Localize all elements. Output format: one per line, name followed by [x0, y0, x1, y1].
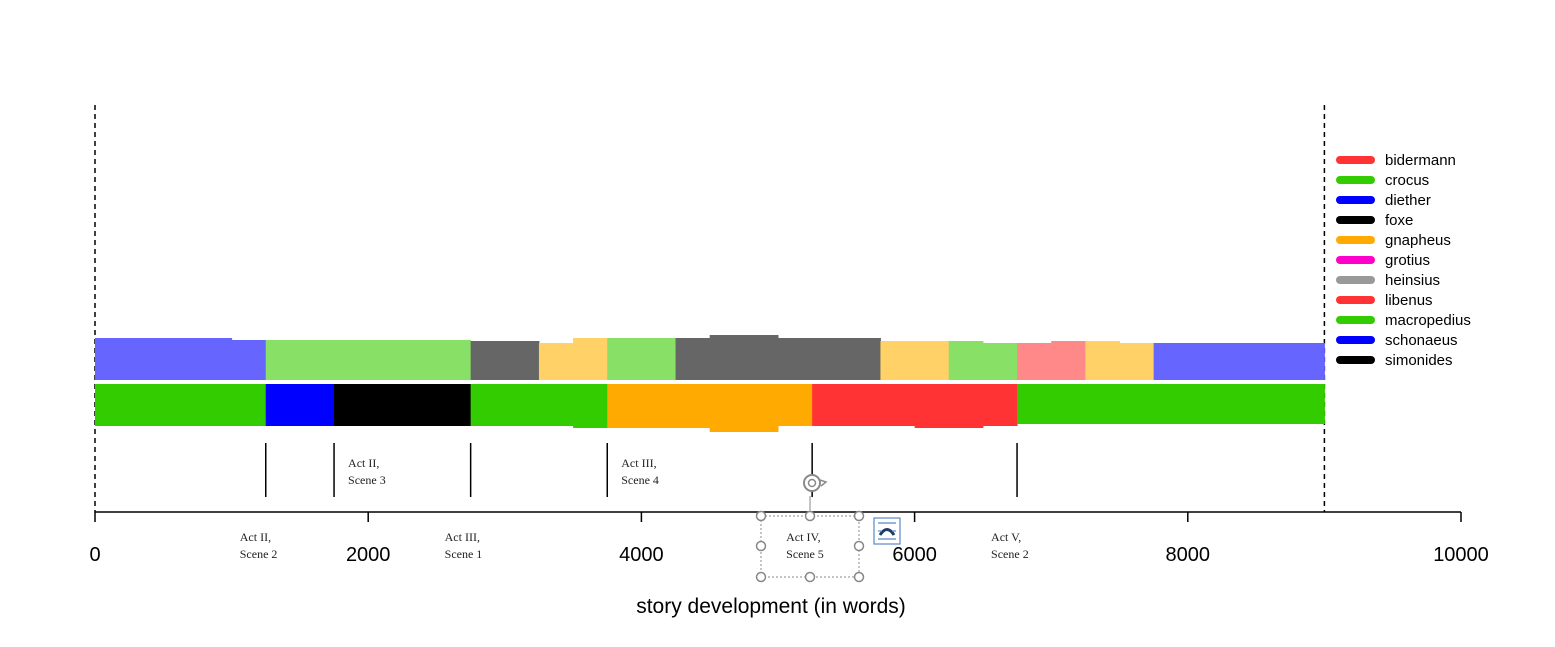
resize-handle-bottom[interactable] [804, 571, 816, 583]
legend-label: bidermann [1385, 152, 1456, 169]
scene-label: Act II, [240, 530, 271, 544]
upper-stream-segment [1051, 341, 1086, 380]
story-boundary-lines [94, 105, 1326, 512]
lower-stream-segment [982, 384, 1018, 426]
lower-stream-segment [607, 384, 711, 428]
upper-stream-segment [880, 341, 950, 380]
resize-handle-bottom-left[interactable] [755, 571, 767, 583]
lower-stream-segment [812, 384, 916, 426]
lower-stream-segment [334, 384, 472, 426]
legend-label: crocus [1385, 172, 1429, 189]
x-axis-title: story development (in words) [636, 595, 906, 618]
scene-label: Act II, [348, 456, 379, 470]
upper-stream-segment [95, 338, 233, 380]
lower-stream-segment [470, 384, 574, 426]
upper-stream-segment [675, 338, 711, 380]
legend-label: schonaeus [1385, 332, 1458, 349]
legend-label: heinsius [1385, 272, 1440, 289]
upper-stream-segment [778, 338, 847, 380]
selection-frame[interactable] [755, 474, 865, 583]
scene-label: Act III, [621, 456, 656, 470]
scene-label: Scene 3 [348, 473, 386, 487]
upper-stream [95, 335, 1325, 380]
legend-label: simonides [1385, 352, 1453, 369]
upper-stream-segment [470, 341, 540, 380]
lower-stream-segment [709, 384, 779, 432]
lower-stream-segment [95, 384, 267, 426]
x-tick-label: 6000 [892, 544, 937, 566]
x-tick-label: 0 [89, 544, 100, 566]
upper-stream-segment [538, 343, 574, 380]
legend-label: gnapheus [1385, 232, 1451, 249]
scene-label: Scene 2 [991, 547, 1029, 561]
upper-stream-segment [265, 340, 472, 380]
x-tick-label: 8000 [1166, 544, 1211, 566]
scene-markers: Act II, Scene 2 Act II, Scene 3 Act III, Scen… [240, 443, 1029, 561]
scene-label: Act III, [445, 530, 480, 544]
scene-label: Scene 2 [240, 547, 278, 561]
scene-label: Act V, [991, 530, 1021, 544]
upper-stream-segment [982, 343, 1018, 380]
legend-label: libenus [1385, 292, 1433, 309]
upper-stream-segment [231, 340, 267, 380]
legend-label: foxe [1385, 212, 1413, 229]
upper-stream-segment [846, 338, 881, 380]
upper-stream-segment [1085, 341, 1120, 380]
resize-handle-top-left[interactable] [755, 510, 767, 522]
legend: bidermann crocus diether foxe gnapheus grotiu… [1336, 152, 1471, 369]
resize-handle-bottom-right[interactable] [853, 571, 865, 583]
lower-stream-segment [1017, 384, 1325, 424]
lower-stream [95, 384, 1325, 432]
upper-stream-segment [948, 341, 984, 380]
upper-stream-segment [1017, 343, 1052, 380]
scene-label: Scene 1 [445, 547, 483, 561]
layout-options-icon[interactable] [873, 517, 901, 545]
x-tick-label: 10000 [1433, 544, 1489, 566]
lower-stream-segment [265, 384, 335, 426]
scene-label: Scene 4 [621, 473, 659, 487]
scene-label: Scene 5 [786, 547, 824, 561]
legend-label: macropedius [1385, 312, 1471, 329]
scene-label: Act IV, [786, 530, 820, 544]
upper-stream-segment [1119, 343, 1155, 380]
rotate-handle-icon[interactable] [803, 474, 828, 492]
lower-stream-segment [914, 384, 984, 428]
x-tick-label: 2000 [346, 544, 391, 566]
resize-handle-top[interactable] [804, 510, 816, 522]
upper-stream-segment [709, 335, 779, 380]
legend-label: diether [1385, 192, 1431, 209]
upper-stream-segment [573, 338, 608, 380]
upper-stream-segment [607, 338, 677, 380]
upper-stream-segment [1153, 343, 1325, 380]
lower-stream-segment [573, 384, 608, 428]
lower-stream-segment [778, 384, 813, 426]
resize-handle-right[interactable] [853, 540, 865, 552]
x-tick-label: 4000 [619, 544, 664, 566]
resize-handle-top-right[interactable] [853, 510, 865, 522]
x-axis: 0 2000 4000 6000 8000 10000 [89, 511, 1489, 566]
resize-handle-left[interactable] [755, 540, 767, 552]
legend-label: grotius [1385, 252, 1430, 269]
